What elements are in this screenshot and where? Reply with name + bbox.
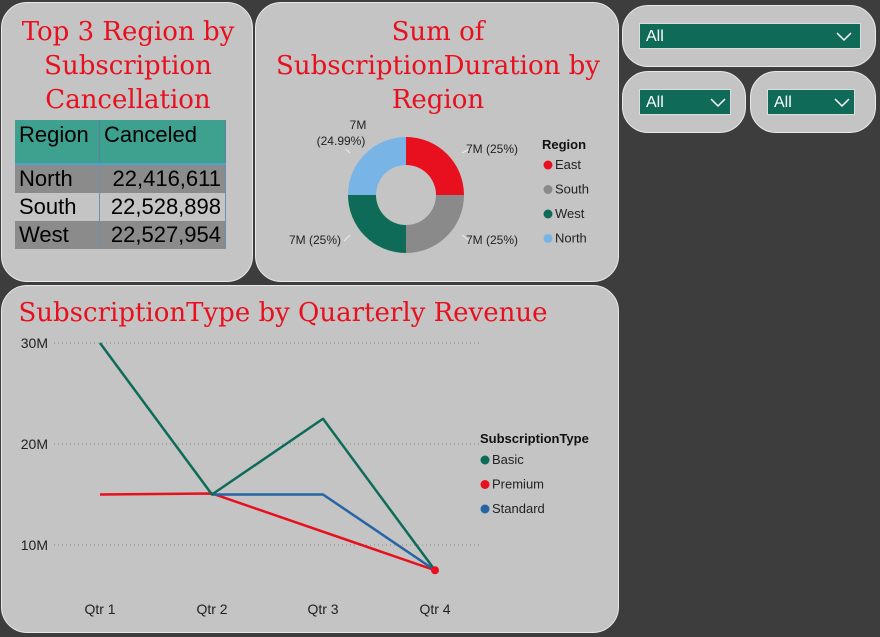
- line-chart-title: SubscriptionType by Quarterly Revenue: [18, 298, 547, 328]
- table-title-line-2: Subscription: [44, 51, 212, 81]
- region-cancellation-table: Region Canceled North 22,416,611 South 2…: [15, 120, 226, 249]
- table-row[interactable]: South 22,528,898: [15, 193, 226, 221]
- donut-legend-label-north: North: [555, 231, 587, 246]
- donut-slice-east: [406, 137, 464, 196]
- donut-label-east: 7M (25%): [466, 142, 518, 156]
- table-title-line-3: Cancellation: [45, 85, 211, 115]
- donut-legend-marker-west: [543, 209, 553, 219]
- x-tick-label: Qtr 3: [307, 601, 338, 617]
- row-region: West: [15, 221, 100, 249]
- slicer-card-3: All: [750, 71, 876, 133]
- donut-legend-marker-south: [543, 185, 553, 194]
- y-tick-label: 20M: [21, 436, 48, 452]
- row-canceled: 22,416,611: [99, 163, 226, 193]
- series-line-basic: [98, 342, 437, 571]
- line-chart-card: SubscriptionType by Quarterly Revenue 10M…: [1, 285, 619, 633]
- donut-label-north-pct: (24.99%): [317, 134, 366, 148]
- line-chart[interactable]: SubscriptionType by Quarterly Revenue 10M…: [2, 286, 620, 634]
- line-legend-marker-premium: [480, 480, 490, 489]
- donut-card-title: Sum of SubscriptionDuration by Region: [256, 15, 620, 117]
- donut-legend-title: Region: [542, 137, 586, 152]
- slicer-dropdown-3[interactable]: All: [767, 89, 855, 115]
- donut-leader-line-south: [461, 234, 471, 242]
- donut-legend-label-south: South: [555, 182, 589, 197]
- donut-slice-south: [405, 195, 464, 254]
- donut-label-west: 7M (25%): [289, 233, 341, 247]
- y-tick-label: 30M: [21, 335, 48, 351]
- row-region: North: [15, 163, 100, 193]
- donut-leader-line-west: [343, 234, 351, 242]
- donut-title-line-3: Region: [391, 85, 485, 115]
- chevron-down-icon: [836, 32, 852, 42]
- donut-legend-label-east: East: [555, 157, 581, 172]
- donut-title-line-2: SubscriptionDuration by: [276, 51, 600, 81]
- series-point-premium-qtr-4: [431, 566, 439, 575]
- table-title-line-1: Top 3 Region by: [21, 17, 235, 47]
- x-tick-label: Qtr 2: [196, 601, 227, 617]
- series-line-standard: [212, 493, 436, 572]
- slicer-card-2: All: [622, 71, 746, 133]
- x-tick-label: Qtr 4: [419, 601, 450, 617]
- table-card-title: Top 3 Region by Subscription Cancellatio…: [2, 15, 254, 117]
- column-header-canceled[interactable]: Canceled: [99, 120, 226, 164]
- series-line-premium: [99, 492, 436, 572]
- donut-label-north-value: 7M: [350, 118, 367, 132]
- slicer-value-1: All: [646, 28, 664, 45]
- x-tick-label: Qtr 1: [84, 601, 115, 617]
- line-legend-title: SubscriptionType: [480, 431, 589, 446]
- donut-leader-line-east: [461, 148, 471, 154]
- row-canceled: 22,528,898: [99, 193, 226, 221]
- table-row[interactable]: North 22,416,611: [15, 163, 226, 193]
- slicer-card-1: All: [622, 5, 876, 67]
- column-header-region[interactable]: Region: [15, 120, 100, 164]
- donut-slice-north: [348, 137, 406, 195]
- donut-legend-marker-east: [543, 160, 553, 170]
- row-canceled: 22,527,954: [99, 221, 226, 249]
- chevron-down-icon: [710, 98, 726, 108]
- donut-leader-line-north: [345, 148, 351, 154]
- line-legend-label-standard: Standard: [492, 501, 545, 516]
- donut-chart[interactable]: 7M (25%) 7M (25%) 7M (25%) 7M (24.99%) Region…: [256, 3, 620, 283]
- row-region: South: [15, 193, 100, 221]
- line-legend-label-basic: Basic: [492, 452, 524, 467]
- y-tick-label: 10M: [21, 537, 48, 553]
- line-legend-marker-standard: [480, 504, 490, 514]
- donut-legend-label-west: West: [555, 206, 585, 221]
- line-legend-label-premium: Premium: [492, 477, 544, 492]
- line-legend-marker-basic: [480, 455, 490, 465]
- donut-label-south: 7M (25%): [466, 233, 518, 247]
- slicer-value-3: All: [774, 94, 792, 111]
- table-row[interactable]: West 22,527,954: [15, 221, 226, 249]
- slicer-value-2: All: [646, 94, 664, 111]
- slicer-dropdown-2[interactable]: All: [639, 89, 731, 115]
- cancellation-table-card: Top 3 Region by Subscription Cancellatio…: [1, 2, 253, 282]
- donut-chart-card: Sum of SubscriptionDuration by Region 7M…: [255, 2, 619, 282]
- slicer-dropdown-1[interactable]: All: [639, 23, 861, 49]
- chevron-down-icon: [834, 98, 850, 108]
- donut-slice-west: [348, 194, 406, 253]
- donut-legend-marker-north: [543, 234, 553, 243]
- donut-title-line-1: Sum of: [391, 17, 485, 47]
